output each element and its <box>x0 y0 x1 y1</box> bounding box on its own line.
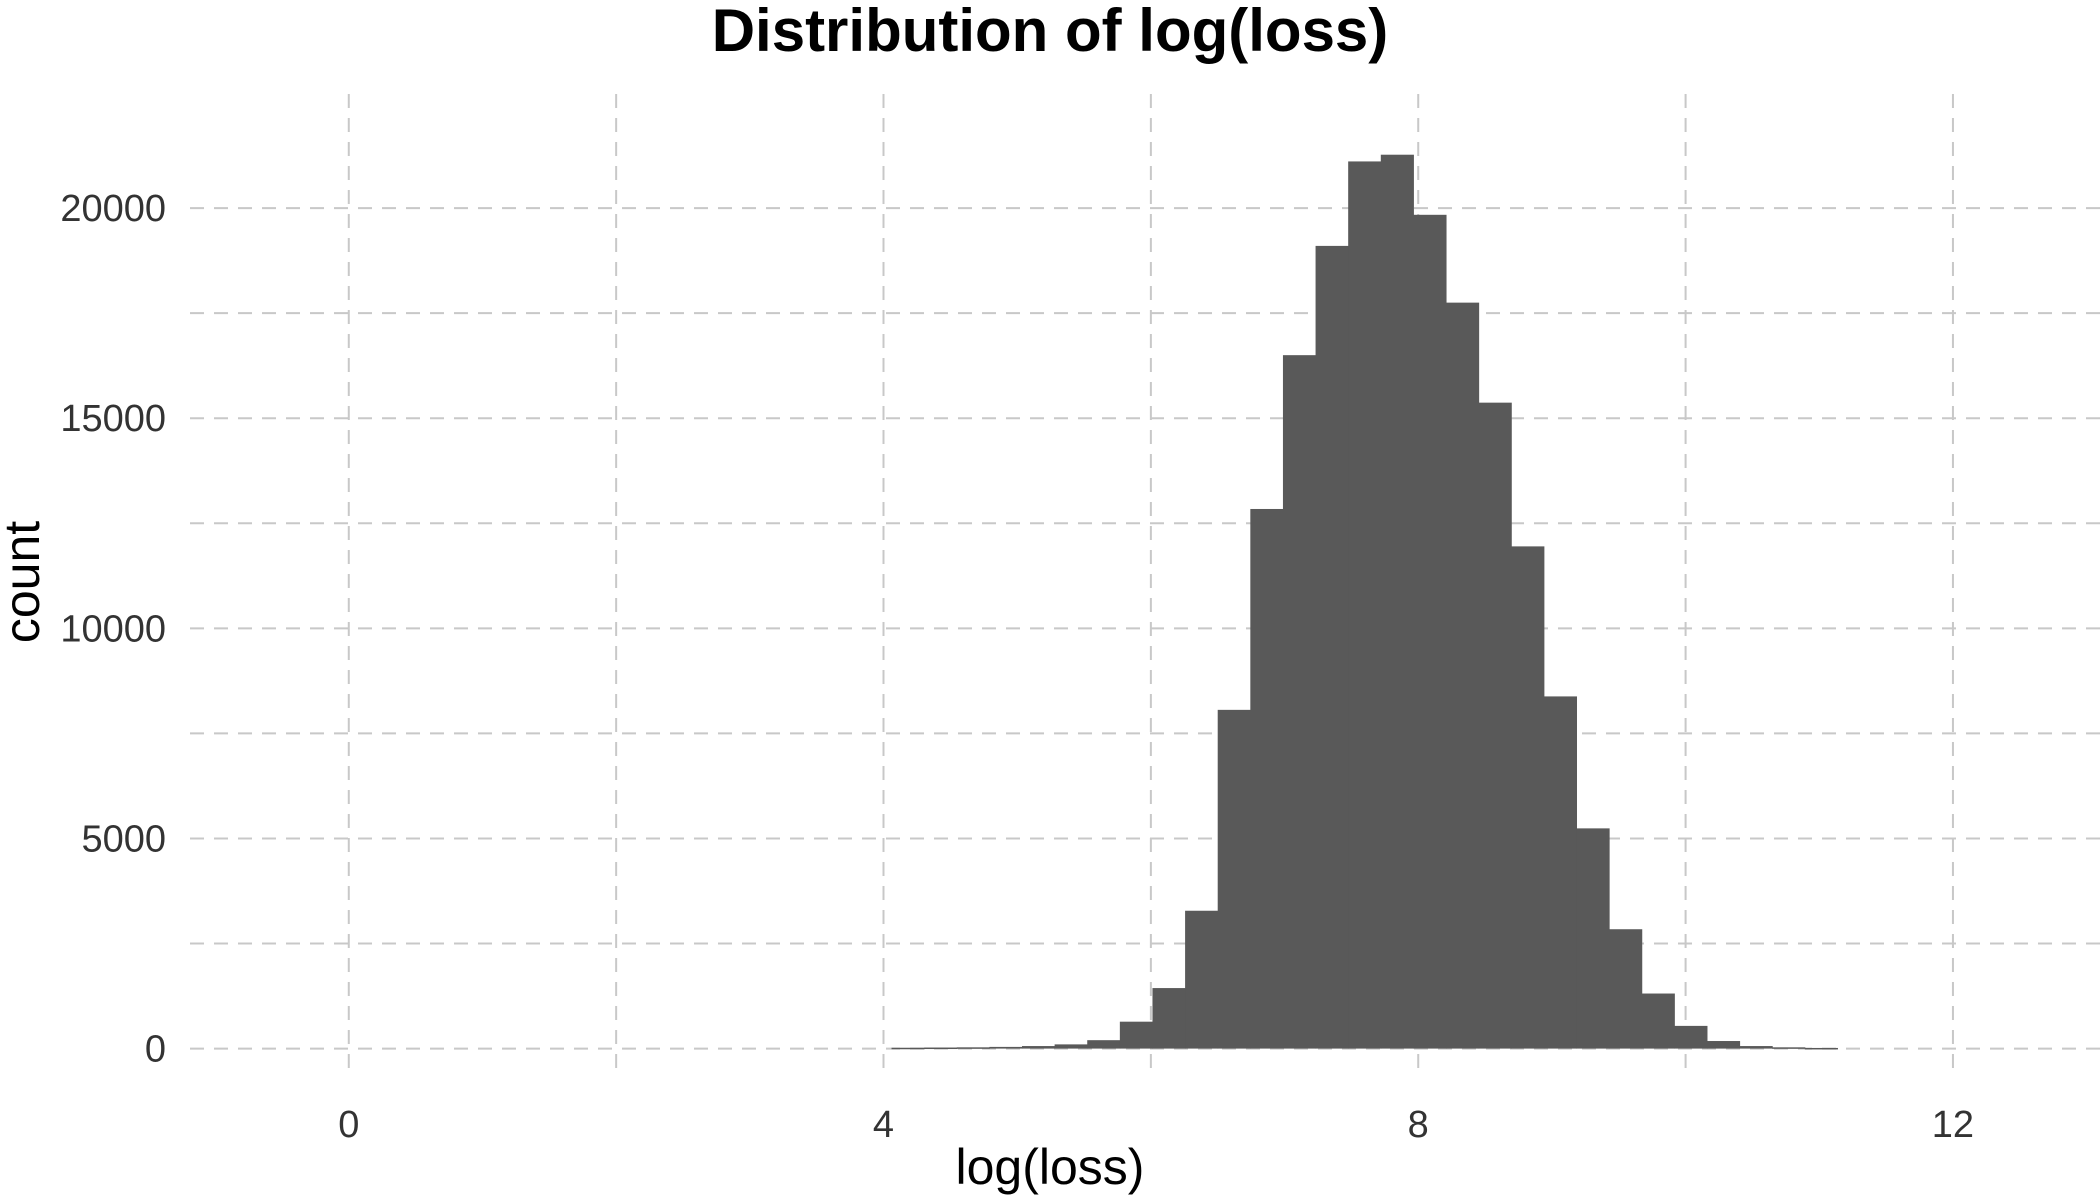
y-tick-label: 5000 <box>81 818 166 860</box>
x-tick-label: 0 <box>338 1104 359 1146</box>
histogram-bar-0 <box>891 1047 925 1050</box>
histogram-bar-13 <box>1315 245 1349 1049</box>
y-tick-label: 10000 <box>60 608 166 650</box>
histogram-bar-10 <box>1217 709 1251 1049</box>
y-tick-label: 0 <box>145 1029 166 1071</box>
histogram-bar-28 <box>1804 1047 1838 1050</box>
x-axis-ticks: 0 4 8 12 <box>338 1104 1974 1146</box>
histogram-bar-4 <box>1022 1046 1056 1049</box>
histogram-bars <box>891 154 1838 1050</box>
y-tick-label: 15000 <box>60 398 166 440</box>
histogram-bar-20 <box>1543 696 1578 1049</box>
histogram-bar-18 <box>1478 402 1512 1049</box>
x-tick-label: 12 <box>1932 1104 1974 1146</box>
x-tick-label: 4 <box>873 1104 894 1146</box>
histogram-bar-23 <box>1641 993 1675 1049</box>
histogram-bar-25 <box>1706 1041 1741 1049</box>
histogram-bar-19 <box>1511 546 1545 1049</box>
histogram-bar-2 <box>956 1047 990 1049</box>
histogram-bar-24 <box>1674 1025 1708 1049</box>
chart-title: Distribution of log(loss) <box>711 0 1389 64</box>
histogram-bar-17 <box>1446 302 1480 1049</box>
histogram-bar-6 <box>1087 1040 1121 1049</box>
y-tick-label: 20000 <box>60 188 166 230</box>
histogram-bar-11 <box>1250 508 1284 1049</box>
histogram-bar-22 <box>1609 929 1643 1049</box>
histogram-bar-26 <box>1739 1046 1773 1049</box>
histogram-bar-27 <box>1772 1047 1806 1049</box>
histogram-bar-1 <box>924 1047 958 1050</box>
histogram-bar-12 <box>1282 355 1317 1049</box>
x-axis-label: log(loss) <box>955 1139 1145 1195</box>
histogram-bar-8 <box>1152 988 1186 1049</box>
histogram-bar-16 <box>1413 214 1447 1049</box>
histogram-bar-15 <box>1380 154 1414 1049</box>
histogram-bar-7 <box>1119 1021 1153 1049</box>
x-tick-label: 8 <box>1408 1104 1429 1146</box>
gridlines <box>190 94 2100 1078</box>
y-axis-ticks: 0 5000 10000 15000 20000 <box>60 188 166 1071</box>
histogram-bar-5 <box>1054 1044 1088 1049</box>
histogram-bar-14 <box>1348 161 1382 1049</box>
histogram-bar-21 <box>1576 828 1610 1049</box>
histogram-bar-3 <box>989 1046 1023 1049</box>
histogram-bar-9 <box>1185 910 1219 1049</box>
